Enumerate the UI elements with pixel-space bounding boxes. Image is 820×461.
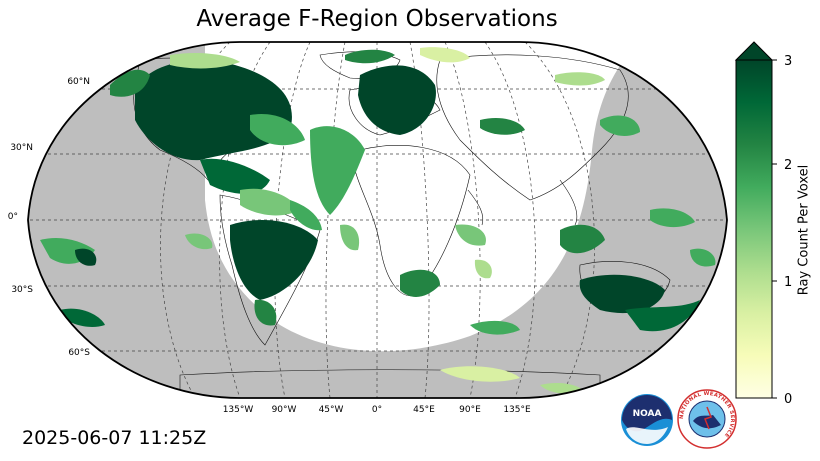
lat-label-60n: 60°N	[67, 77, 90, 87]
colorbar-tick-3: 3	[784, 54, 792, 69]
lat-label-30n: 30°N	[10, 143, 33, 153]
lon-label-135e: 135°E	[503, 405, 531, 415]
lon-label-135w: 135°W	[223, 405, 254, 415]
data-patch-australia	[579, 274, 665, 314]
lon-label-90e: 90°E	[459, 405, 481, 415]
lat-label-60s: 60°S	[68, 348, 90, 358]
lat-label-30s: 30°S	[11, 285, 33, 295]
colorbar-tick-1: 1	[784, 275, 792, 290]
colorbar: 0 1 2 3	[734, 41, 792, 407]
globe-outline	[27, 41, 728, 399]
lon-label-45e: 45°E	[413, 405, 435, 415]
colorbar-extend-arrow	[734, 41, 774, 61]
data-patch-europe	[358, 65, 436, 135]
lon-label-0: 0°	[372, 405, 382, 415]
colorbar-body	[735, 59, 773, 399]
lon-label-45w: 45°W	[319, 405, 344, 415]
nws-logo: NATIONAL WEATHER SERVICE	[677, 389, 737, 449]
lon-label-90w: 90°W	[272, 405, 297, 415]
colorbar-tick-2: 2	[784, 158, 792, 173]
daylight-region	[205, 42, 640, 352]
lat-label-0: 0°	[8, 212, 18, 222]
data-patch-north-america	[135, 60, 292, 161]
colorbar-tick-0: 0	[784, 392, 792, 407]
map-title: Average F-Region Observations	[196, 6, 558, 32]
ray-count-data	[40, 47, 716, 394]
data-patch-south-america	[230, 220, 318, 300]
noaa-logo: NOAA	[621, 394, 673, 446]
noaa-logo-text: NOAA	[633, 409, 662, 419]
colorbar-label: Ray Count Per Voxel	[796, 164, 812, 296]
timestamp: 2025-06-07 11:25Z	[22, 427, 207, 449]
